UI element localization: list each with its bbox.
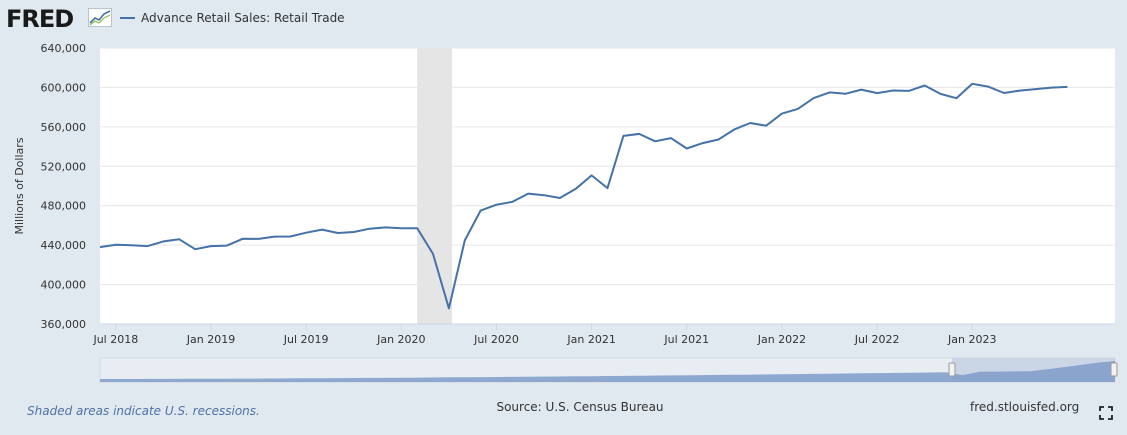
x-tick-label: Jul 2019 xyxy=(283,333,329,346)
x-tick-label: Jan 2023 xyxy=(947,333,996,346)
series-line[interactable] xyxy=(99,82,1068,310)
grid-layer xyxy=(100,47,1115,286)
fred-logo[interactable]: FRED xyxy=(6,5,74,33)
x-tick-label: Jan 2021 xyxy=(566,333,615,346)
legend-series-swatch xyxy=(120,17,135,19)
recession-layer xyxy=(417,48,453,324)
x-tick-label: Jan 2022 xyxy=(757,333,806,346)
x-tick-label: Jul 2018 xyxy=(92,333,138,346)
legend-series-label: Advance Retail Sales: Retail Trade xyxy=(141,11,345,25)
x-tick-label: Jul 2021 xyxy=(663,333,709,346)
fullscreen-icon[interactable] xyxy=(1099,406,1113,420)
y-axis-label: Millions of Dollars xyxy=(13,137,26,234)
chart-header: FRED Advance Retail Sales: Retail Trade xyxy=(0,0,1127,36)
x-axis: Jul 2018 Jan 2019 Jul 2019 Jan 2020 Jul 2020… xyxy=(92,323,1115,346)
y-tick-label: 400,000 xyxy=(41,279,87,292)
navigator-handle[interactable] xyxy=(1110,362,1118,377)
y-tick-label: 600,000 xyxy=(41,81,87,94)
navigator-series xyxy=(100,361,1115,382)
fred-logo-graph-icon[interactable] xyxy=(88,8,112,27)
x-tick-label: Jul 2022 xyxy=(854,333,900,346)
site-link[interactable]: fred.stlouisfed.org xyxy=(970,400,1080,414)
y-tick-label: 560,000 xyxy=(41,121,87,134)
x-tick-label: Jan 2019 xyxy=(186,333,235,346)
x-tick-label: Jul 2020 xyxy=(473,333,519,346)
y-tick-label: 640,000 xyxy=(41,42,87,55)
y-tick-label: 440,000 xyxy=(41,239,87,252)
recession-note: Shaded areas indicate U.S. recessions. xyxy=(27,404,260,418)
y-axis: 360,000 400,000 440,000 480,000 520,000 560,0… xyxy=(41,42,87,331)
y-tick-label: 480,000 xyxy=(41,200,87,213)
recession-band xyxy=(417,48,453,324)
series-layer xyxy=(99,82,1068,310)
y-tick-label: 360,000 xyxy=(41,318,87,331)
x-tick-label: Jan 2020 xyxy=(376,333,425,346)
chart-legend[interactable]: Advance Retail Sales: Retail Trade xyxy=(120,11,345,25)
y-tick-label: 520,000 xyxy=(41,160,87,173)
source-note: Source: U.S. Census Bureau xyxy=(496,400,664,414)
navigator-handle[interactable] xyxy=(948,362,956,377)
navigator[interactable] xyxy=(99,357,1118,383)
